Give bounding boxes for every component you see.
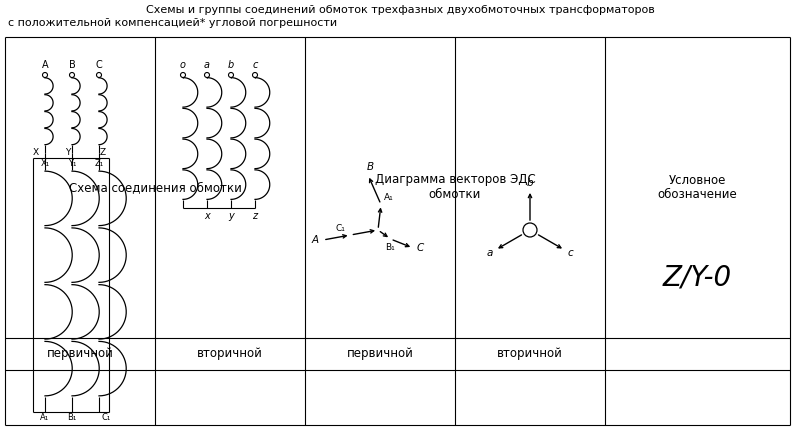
Text: a: a	[204, 60, 210, 70]
Text: B: B	[69, 60, 75, 70]
Text: Схема соединения обмотки: Схема соединения обмотки	[69, 181, 242, 194]
Text: B: B	[366, 162, 374, 172]
Text: первичной: первичной	[346, 347, 414, 360]
Text: C₁: C₁	[336, 224, 346, 233]
Text: b: b	[526, 178, 534, 188]
Text: x: x	[204, 211, 210, 221]
Text: a: a	[486, 249, 493, 258]
Text: Условное
обозначение: Условное обозначение	[658, 173, 738, 202]
Text: A: A	[42, 60, 48, 70]
Text: первичной: первичной	[46, 347, 114, 360]
Text: y: y	[228, 211, 234, 221]
Text: c: c	[252, 60, 258, 70]
Text: вторичной: вторичной	[197, 347, 263, 360]
Text: Схемы и группы соединений обмоток трехфазных двухобмоточных трансформаторов: Схемы и группы соединений обмоток трехфа…	[146, 5, 654, 15]
Text: A₁: A₁	[384, 194, 394, 203]
Text: X: X	[33, 148, 39, 157]
Text: o: o	[180, 60, 186, 70]
Text: B₁: B₁	[67, 413, 77, 422]
Text: A: A	[312, 235, 319, 245]
Text: z: z	[253, 211, 258, 221]
Text: Z: Z	[100, 148, 106, 157]
Text: C: C	[96, 60, 102, 70]
Text: C: C	[417, 243, 424, 253]
Text: Y₁: Y₁	[68, 159, 76, 168]
Text: Z/Y-0: Z/Y-0	[663, 264, 732, 292]
Text: b: b	[228, 60, 234, 70]
Text: Диаграмма векторов ЭДС
обмотки: Диаграмма векторов ЭДС обмотки	[374, 173, 535, 202]
Text: A₁: A₁	[41, 413, 50, 422]
Text: Z₁: Z₁	[94, 159, 103, 168]
Text: c: c	[568, 249, 574, 258]
Text: X₁: X₁	[41, 159, 50, 168]
Text: B₁: B₁	[386, 243, 395, 252]
Text: C₁: C₁	[101, 413, 110, 422]
Text: вторичной: вторичной	[497, 347, 563, 360]
Text: Y: Y	[65, 148, 70, 157]
Text: с положительной компенсацией* угловой погрешности: с положительной компенсацией* угловой по…	[8, 18, 337, 28]
